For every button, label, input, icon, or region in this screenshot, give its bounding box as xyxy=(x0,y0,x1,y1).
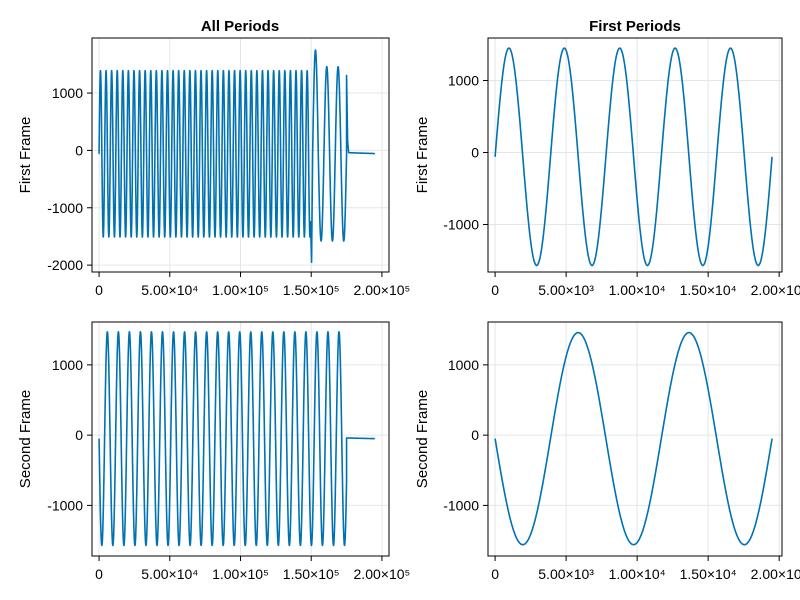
series-line xyxy=(98,49,375,264)
x-tick-label: 1.00×10⁴ xyxy=(609,566,666,582)
y-tick-label: 1000 xyxy=(448,357,479,373)
x-tick-label: 0 xyxy=(491,566,499,582)
panel-all-periods-first-frame: All Periods First Frame 0 5.00×10⁴ 1.00×10… xyxy=(17,18,410,298)
panel-all-periods-second-frame: Second Frame 0 5.00×10⁴ 1.00×10⁵ 1.50×10⁵ 2.… xyxy=(17,321,411,582)
x-tick-label: 0 xyxy=(95,566,103,582)
y-tick-label: 1000 xyxy=(52,357,83,373)
y-tick-label: -1000 xyxy=(443,497,479,513)
panel-first-periods-first-frame: First Periods First Frame 0 5.00×10³ 1.00×… xyxy=(414,18,800,298)
gridlines xyxy=(488,322,782,556)
plot-frame xyxy=(487,321,783,557)
y-axis-label: First Frame xyxy=(17,117,34,194)
y-tick-label: -1000 xyxy=(47,497,83,513)
y-tick-label: 0 xyxy=(471,144,479,160)
x-tick-label: 5.00×10⁴ xyxy=(141,566,198,582)
x-tick-label: 2.00×10⁴ xyxy=(751,282,800,298)
y-tick-label: 1000 xyxy=(52,85,83,101)
x-tick-label: 1.00×10⁵ xyxy=(212,566,269,582)
y-axis-label: Second Frame xyxy=(414,390,431,488)
series-line xyxy=(494,331,773,546)
x-tick-label: 1.00×10⁵ xyxy=(212,282,269,298)
x-tick-label: 1.50×10⁵ xyxy=(283,282,340,298)
y-axis-label: First Frame xyxy=(414,117,431,194)
y-tick-label: -2000 xyxy=(47,257,83,273)
x-tick-label: 5.00×10⁴ xyxy=(141,282,198,298)
x-tick-label: 2.00×10⁴ xyxy=(751,566,800,582)
x-tick-label: 0 xyxy=(95,282,103,298)
y-tick-label: 0 xyxy=(471,427,479,443)
x-tick-label: 5.00×10³ xyxy=(538,566,594,582)
x-tick-label: 2.00×10⁵ xyxy=(354,282,411,298)
y-tick-label: 0 xyxy=(75,142,83,158)
series-line xyxy=(494,47,773,267)
x-tick-label: 5.00×10³ xyxy=(538,282,594,298)
y-tick-label: -1000 xyxy=(443,216,479,232)
x-tick-label: 1.50×10⁵ xyxy=(283,566,340,582)
x-tick-label: 0 xyxy=(491,282,499,298)
y-tick-label: -1000 xyxy=(47,200,83,216)
y-tick-label: 0 xyxy=(75,427,83,443)
x-tick-label: 1.50×10⁴ xyxy=(680,566,737,582)
chart-title: First Periods xyxy=(589,18,681,35)
x-tick-label: 2.00×10⁵ xyxy=(354,566,411,582)
plot-frame xyxy=(487,37,783,273)
panel-first-periods-second-frame: Second Frame 0 5.00×10³ 1.00×10⁴ 1.50×10⁴ 2.… xyxy=(414,321,800,582)
gridlines xyxy=(488,38,782,272)
x-tick-label: 1.50×10⁴ xyxy=(680,282,737,298)
y-axis-label: Second Frame xyxy=(17,390,34,488)
x-tick-label: 1.00×10⁴ xyxy=(609,282,666,298)
chart-title: All Periods xyxy=(201,18,279,35)
y-tick-label: 1000 xyxy=(448,72,479,88)
series-line xyxy=(98,331,375,547)
